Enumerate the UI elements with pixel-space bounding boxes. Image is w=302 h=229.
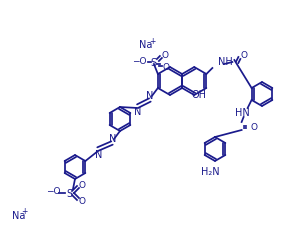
Text: OH: OH (191, 90, 206, 100)
Text: O: O (250, 123, 257, 132)
Text: O: O (241, 50, 248, 59)
Text: −O: −O (46, 187, 60, 196)
Text: Na: Na (12, 210, 25, 220)
Text: N: N (95, 149, 103, 159)
Text: H₂N: H₂N (201, 166, 220, 176)
Text: S: S (151, 58, 157, 68)
Text: +: + (21, 207, 27, 215)
Text: +: + (150, 36, 156, 45)
Text: Na: Na (139, 40, 153, 50)
Text: O: O (79, 181, 85, 190)
Text: O: O (79, 197, 85, 206)
Text: O: O (161, 50, 169, 59)
Text: HN: HN (235, 108, 250, 117)
Text: −O: −O (132, 56, 146, 65)
Text: O: O (162, 62, 169, 71)
Text: N: N (146, 91, 153, 101)
Text: S: S (66, 188, 72, 198)
Text: N: N (109, 134, 117, 143)
Text: N: N (134, 106, 142, 117)
Text: NH: NH (218, 57, 233, 67)
